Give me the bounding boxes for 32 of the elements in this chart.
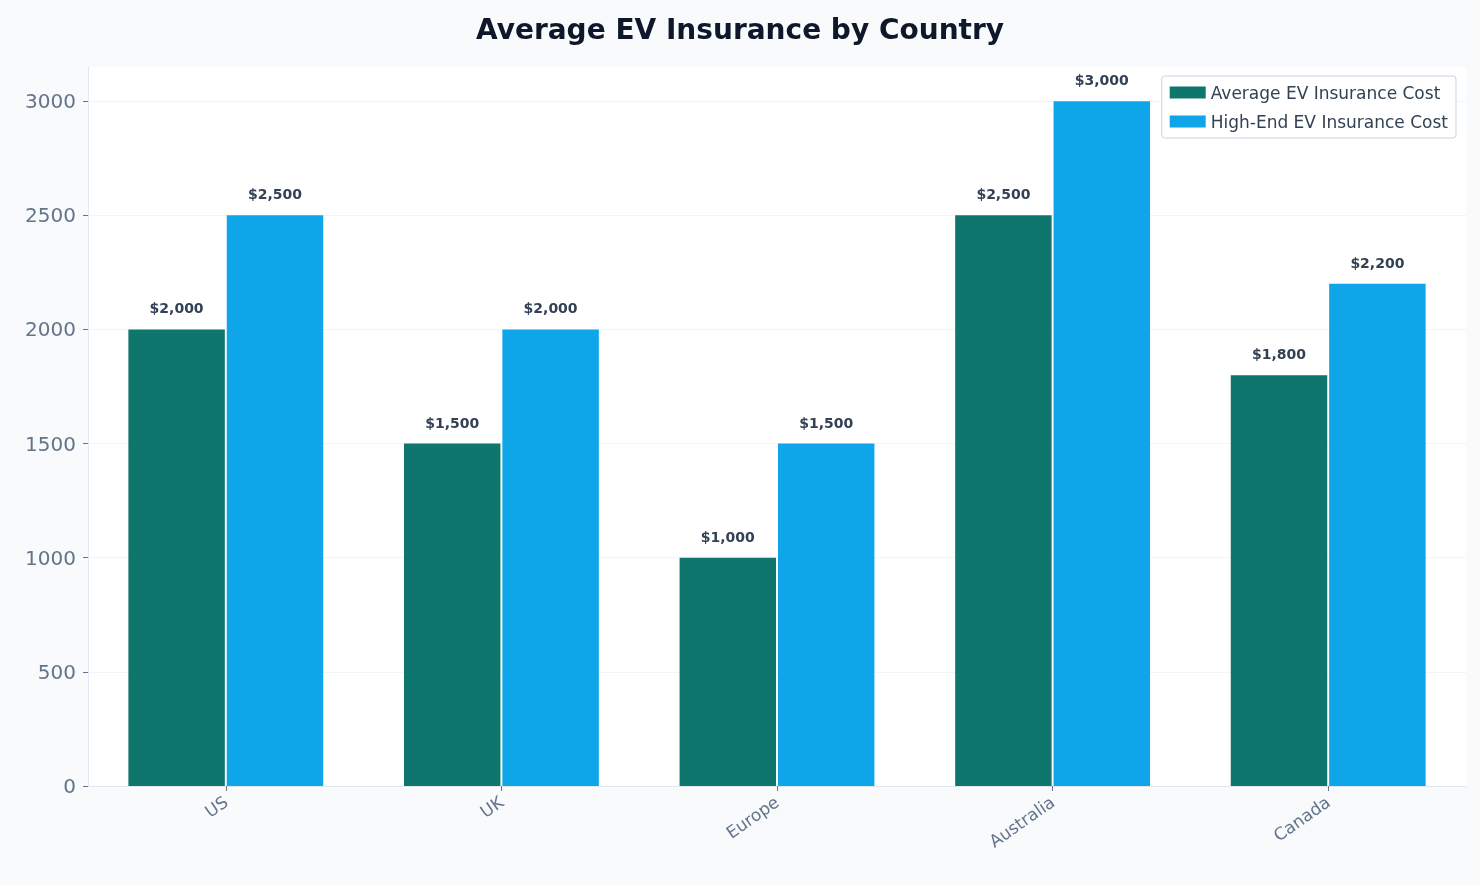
y-tick-label: 500 (37, 659, 76, 684)
legend-label: Average EV Insurance Cost (1210, 82, 1441, 103)
data-label: $1,800 (1251, 346, 1307, 363)
legend-label: High-End EV Insurance Cost (1210, 111, 1449, 132)
bar (1329, 283, 1426, 786)
bar (403, 443, 501, 786)
bar (1053, 101, 1151, 786)
y-tick-label: 1500 (25, 431, 76, 456)
data-label: $2,500 (976, 186, 1031, 203)
y-tick-label: 0 (63, 774, 76, 798)
bar (226, 215, 324, 786)
data-label: $2,500 (247, 186, 303, 203)
data-label: $1,500 (425, 414, 480, 431)
data-label: $3,000 (1074, 72, 1130, 89)
bar (679, 557, 777, 786)
data-label: $2,000 (149, 300, 204, 317)
bar (955, 215, 1052, 786)
y-tick-label: 1000 (25, 545, 76, 570)
y-tick-label: 2500 (25, 203, 76, 228)
bar (1230, 375, 1328, 786)
x-tick-label: US (201, 791, 232, 822)
bar (777, 443, 875, 786)
data-label: $1,500 (799, 414, 854, 431)
y-tick-label: 3000 (25, 89, 76, 114)
chart-title: Average EV Insurance by Country (475, 12, 1005, 46)
bar (128, 329, 225, 786)
y-tick-label: 2000 (25, 317, 76, 342)
bar (502, 329, 599, 786)
data-label: $1,000 (700, 528, 756, 545)
x-tick-label: UK (476, 791, 508, 822)
data-label: $2,200 (1350, 254, 1405, 271)
data-label: $2,000 (523, 300, 578, 317)
